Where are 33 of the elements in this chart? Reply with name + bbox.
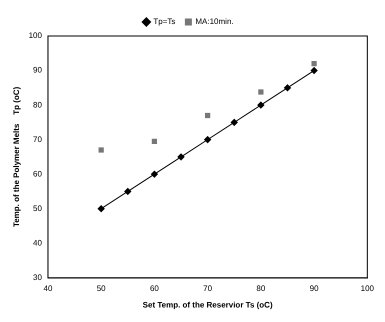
y-tick-label: 100 — [28, 31, 42, 40]
y-tick-label: 70 — [33, 134, 42, 144]
point — [204, 136, 212, 144]
y-tick-label: 60 — [33, 169, 42, 178]
legend-label: MA:10min. — [195, 17, 234, 26]
x-tick-label: 70 — [203, 284, 213, 293]
legend-label: Tp=Ts — [153, 17, 176, 26]
y-tick-label: 50 — [33, 204, 42, 213]
point — [150, 170, 158, 178]
point — [311, 61, 317, 66]
y-tick-label: 30 — [33, 273, 42, 282]
x-tick-label: 90 — [310, 284, 320, 293]
x-tick-label: 80 — [256, 284, 266, 293]
x-tick-label: 40 — [43, 284, 53, 293]
x-tick-label: 60 — [150, 284, 160, 293]
point — [124, 188, 132, 195]
point — [258, 89, 264, 95]
point — [230, 118, 238, 126]
point — [98, 147, 104, 153]
y-tick-label: 40 — [33, 238, 42, 248]
y-axis-title: Temp. of the Polymer Melts Tp (oC) — [12, 86, 22, 228]
x-tick-label: 100 — [360, 284, 375, 293]
y-tick-label: 80 — [33, 100, 42, 110]
point — [178, 153, 185, 160]
y-tick-label: 90 — [33, 66, 42, 75]
x-axis-title: Set Temp. of the Reservior Ts (oC) — [142, 300, 273, 310]
point — [98, 205, 105, 212]
point — [284, 84, 291, 92]
point — [310, 67, 318, 74]
x-tick-label: 50 — [96, 284, 106, 293]
point — [152, 138, 158, 144]
point — [205, 112, 210, 118]
point — [257, 102, 264, 109]
